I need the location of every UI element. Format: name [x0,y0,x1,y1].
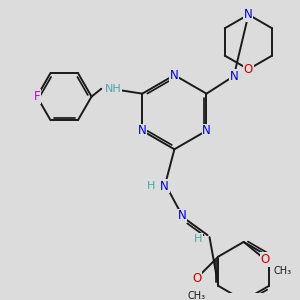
Text: F: F [34,90,40,103]
Text: H: H [194,234,202,244]
Text: O: O [244,63,253,76]
Text: H: H [147,181,155,191]
Text: N: N [170,69,179,82]
Text: O: O [192,272,202,285]
Text: CH₃: CH₃ [188,291,206,300]
Text: N: N [230,70,238,83]
Text: O: O [260,253,270,266]
Text: N: N [202,124,211,137]
Text: N: N [138,124,147,137]
Text: N: N [178,209,187,222]
Text: N: N [244,8,253,21]
Text: NH: NH [105,84,122,94]
Text: CH₃: CH₃ [274,266,292,276]
Text: N: N [160,180,169,193]
